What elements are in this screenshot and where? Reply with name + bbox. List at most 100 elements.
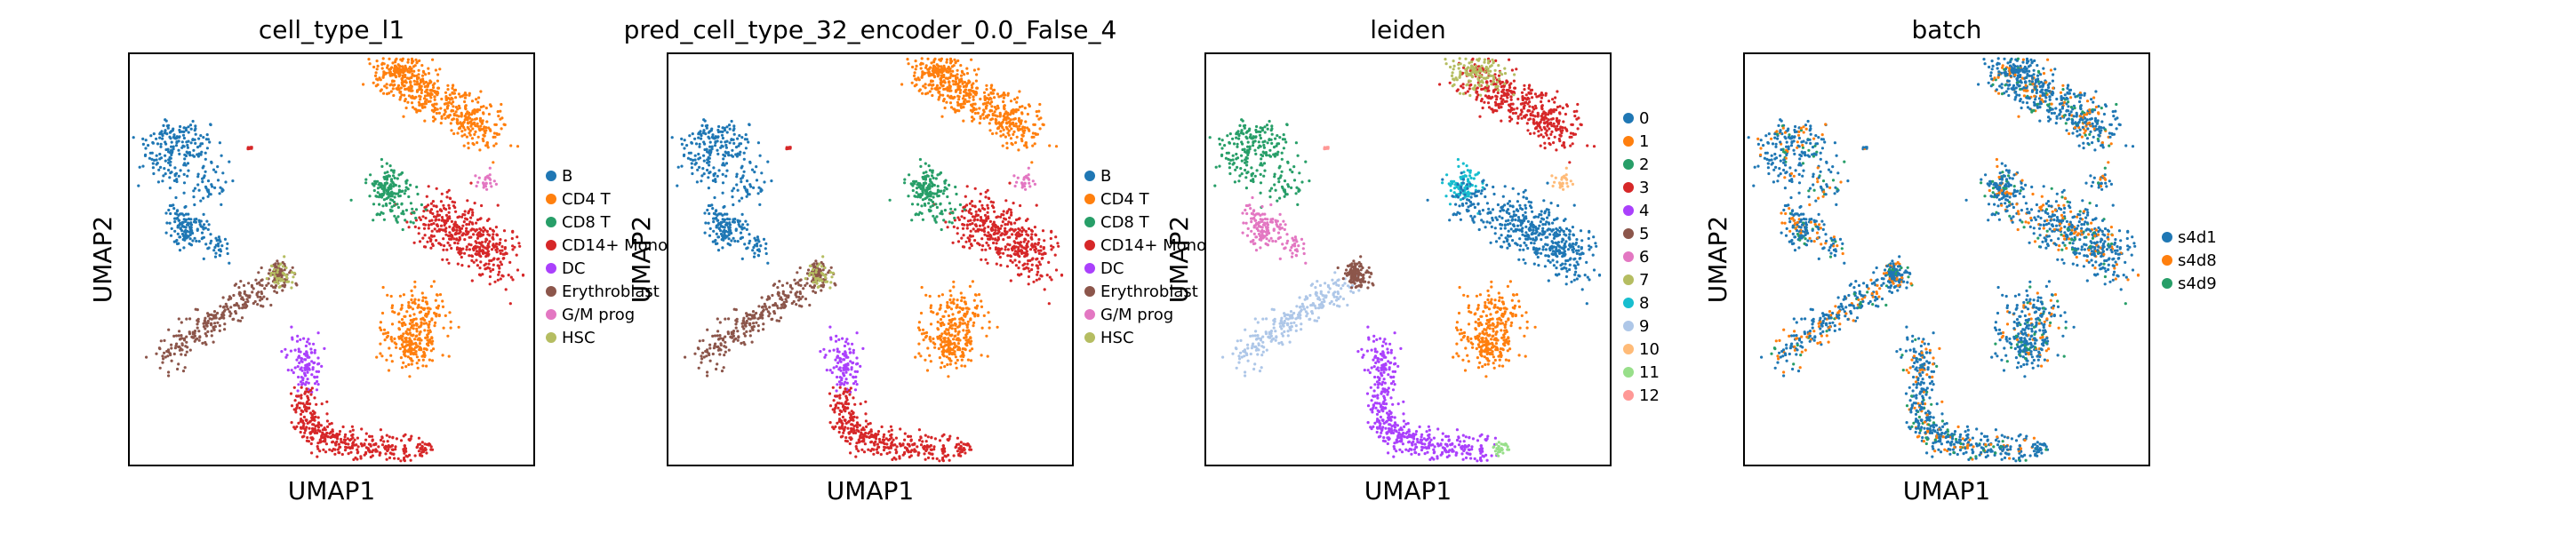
cell-point [972,321,976,324]
cell-point [412,211,416,215]
cell-point [723,219,726,223]
cell-point [941,354,945,357]
cell-point [752,255,756,259]
cell-point [403,456,406,460]
cell-point [360,427,364,431]
cell-point [277,265,281,268]
cell-point [497,264,500,267]
cell-point [743,334,748,338]
cell-point [398,73,402,76]
cell-point [700,179,703,183]
cell-point [429,96,433,99]
cell-point [196,155,200,158]
cell-point [955,76,958,80]
cell-point [415,61,419,65]
cell-point [164,159,167,163]
cell-point [164,118,167,122]
cell-point [173,166,177,170]
cell-point [996,107,1000,110]
cell-point [970,58,973,61]
cell-point [1027,259,1030,263]
cell-point [290,404,294,408]
cell-point [418,85,421,89]
cell-point [204,157,207,161]
cell-point [420,64,424,68]
cell-point [930,87,933,91]
cell-point [697,366,700,370]
cell-point [410,61,414,65]
cell-point [467,147,470,150]
cell-point [468,248,472,251]
cell-point [732,203,735,207]
cell-point [417,232,420,235]
cell-point [222,314,226,317]
cell-point [958,321,962,324]
cell-point [183,162,187,165]
cell-point [197,152,201,155]
cell-point [498,241,502,245]
cell-point [964,98,967,101]
cell-point [186,174,189,178]
cell-point [175,179,179,184]
cell-point [750,168,755,171]
cell-point [367,58,371,61]
cell-point [1039,274,1043,277]
cell-point [306,368,309,371]
cell-point [1028,181,1031,185]
cell-point [924,293,928,297]
cell-point [417,325,421,329]
cell-point [277,285,281,289]
cell-point [422,227,427,230]
cell-point [417,449,420,453]
cell-point [1018,260,1021,264]
cell-point [222,309,226,313]
cell-point [721,136,725,140]
cell-point [498,270,501,274]
cell-point [1006,113,1010,116]
cell-point [414,353,418,356]
cell-point [903,181,907,185]
cell-point [396,203,399,206]
cell-point [284,266,288,270]
cell-point [188,230,191,234]
cell-point [448,93,452,97]
cell-point [796,281,800,284]
cell-point [457,115,460,118]
cell-point [797,295,801,299]
cell-point [1015,100,1019,104]
cell-point [708,359,712,362]
cell-point [381,211,385,215]
cell-point [307,440,310,443]
cell-point [730,239,733,243]
cell-point [735,320,739,323]
cell-point [716,317,719,321]
cell-point [262,295,266,298]
cell-point [456,242,460,245]
cell-point [727,348,731,352]
cell-point [964,302,968,306]
cell-point [721,337,725,340]
cell-point [1014,236,1018,240]
cell-point [952,64,956,68]
cell-point [147,144,150,147]
cell-point [439,122,443,125]
cell-point [1027,240,1030,243]
cell-point [418,311,421,314]
cell-point [197,330,201,333]
cell-point [299,350,302,354]
cell-point [385,181,388,185]
cell-point [471,213,475,217]
cell-point [933,57,937,60]
cell-point [174,217,178,220]
cell-point [408,314,412,318]
cell-point [808,303,812,307]
cell-point [487,252,491,256]
cell-point [185,340,188,344]
cell-point [449,320,452,323]
cell-point [397,320,401,324]
cell-point [979,116,982,120]
cell-point [343,449,348,452]
cell-point [714,140,717,144]
cell-point [202,257,205,260]
cell-point [1030,243,1034,246]
